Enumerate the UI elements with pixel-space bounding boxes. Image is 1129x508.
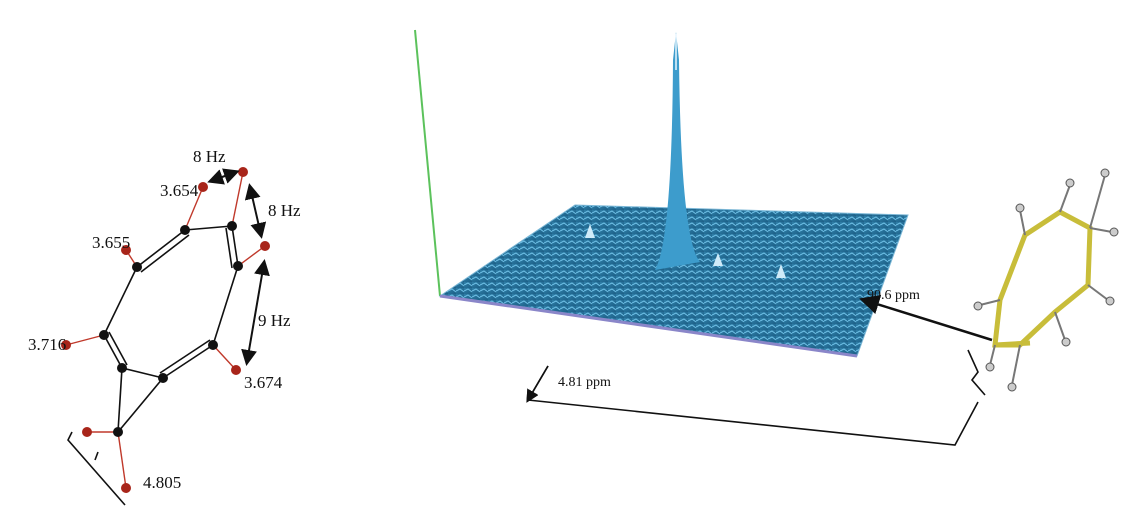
shift-label: 3.716 [28, 335, 66, 354]
coupling-label: 8 Hz [193, 147, 226, 166]
coupling-label: 9 Hz [258, 311, 291, 330]
shift-label: 4.805 [143, 473, 181, 492]
shift-label: 3.655 [92, 233, 130, 252]
shift-label: 3.674 [244, 373, 283, 392]
spectrum-label: 4.81 ppm [558, 375, 611, 390]
right-molecule [968, 169, 1118, 395]
figure: 3.654 3.655 3.716 3.674 4.805 8 Hz 8 Hz … [0, 0, 1129, 508]
coupling-label: 8 Hz [268, 201, 301, 220]
shift-label: 3.654 [160, 181, 199, 200]
left-molecule: 3.654 3.655 3.716 3.674 4.805 8 Hz 8 Hz … [28, 147, 301, 505]
spectrum-3d: 90.6 ppm 4.81 ppm [415, 30, 992, 445]
spectrum-label: 90.6 ppm [867, 288, 920, 303]
